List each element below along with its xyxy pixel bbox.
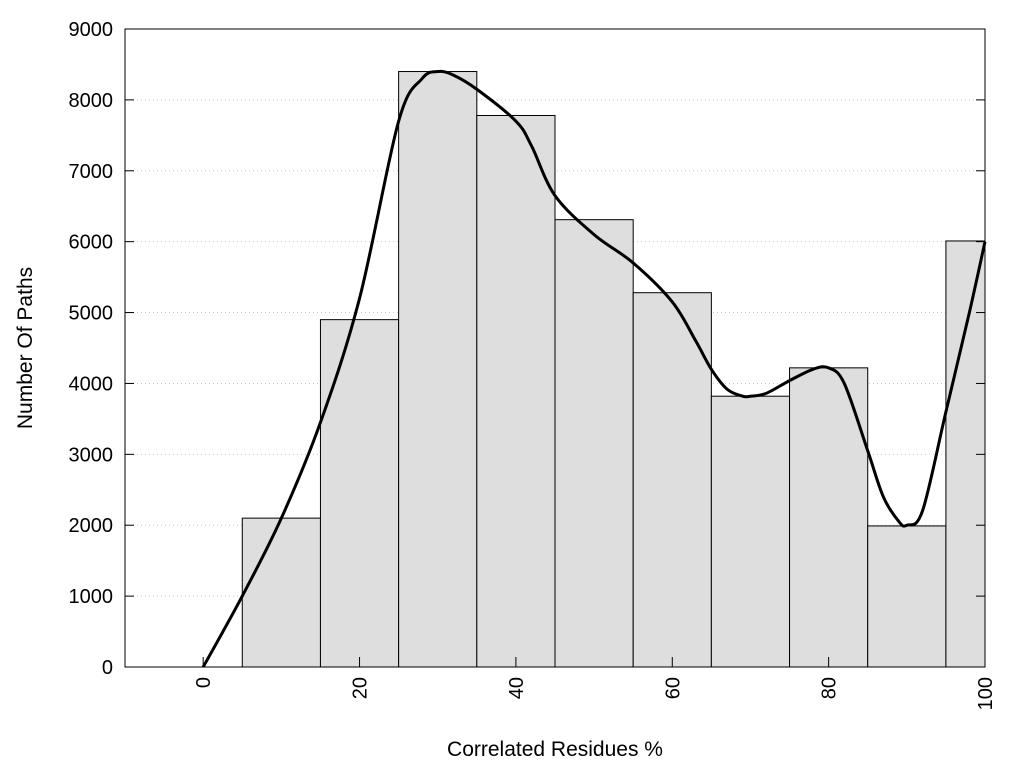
y-tick-label: 6000	[69, 232, 114, 254]
bar	[319, 319, 400, 668]
y-axis-ticks: 0 1000 2000 3000 4000 5000 6000 7000 8000 9000	[69, 19, 985, 679]
bar	[867, 525, 947, 668]
bar	[632, 292, 712, 668]
y-tick-label: 4000	[69, 373, 114, 395]
bar	[710, 395, 791, 668]
bar	[554, 219, 634, 668]
x-tick-label: 0	[193, 677, 215, 688]
x-tick-label: 60	[662, 677, 684, 699]
x-axis-ticks: 0 20 40 60 80 100	[193, 657, 997, 710]
bar	[398, 71, 478, 668]
bar-series	[241, 71, 986, 668]
bar	[476, 114, 556, 668]
y-axis-label: Number Of Paths	[14, 267, 37, 429]
fit-curve-group	[201, 69, 987, 668]
y-tick-label: 1000	[69, 586, 114, 608]
x-tick-label: 20	[350, 677, 372, 699]
bar	[241, 517, 321, 668]
x-tick-label: 80	[819, 677, 841, 699]
plot-frame	[124, 28, 986, 668]
y-tick-label: 5000	[69, 303, 114, 325]
y-tick-label: 7000	[69, 161, 114, 183]
y-tick-label: 3000	[69, 444, 114, 466]
y-tick-label: 8000	[69, 90, 114, 112]
y-tick-label: 2000	[69, 515, 114, 537]
x-axis-label: Correlated Residues %	[447, 738, 663, 761]
y-tick-label: 9000	[69, 19, 114, 41]
y-tick-label: 0	[102, 657, 113, 679]
x-tick-label: 40	[506, 677, 528, 699]
x-tick-label: 100	[975, 677, 997, 710]
fit-curve	[201, 69, 987, 668]
